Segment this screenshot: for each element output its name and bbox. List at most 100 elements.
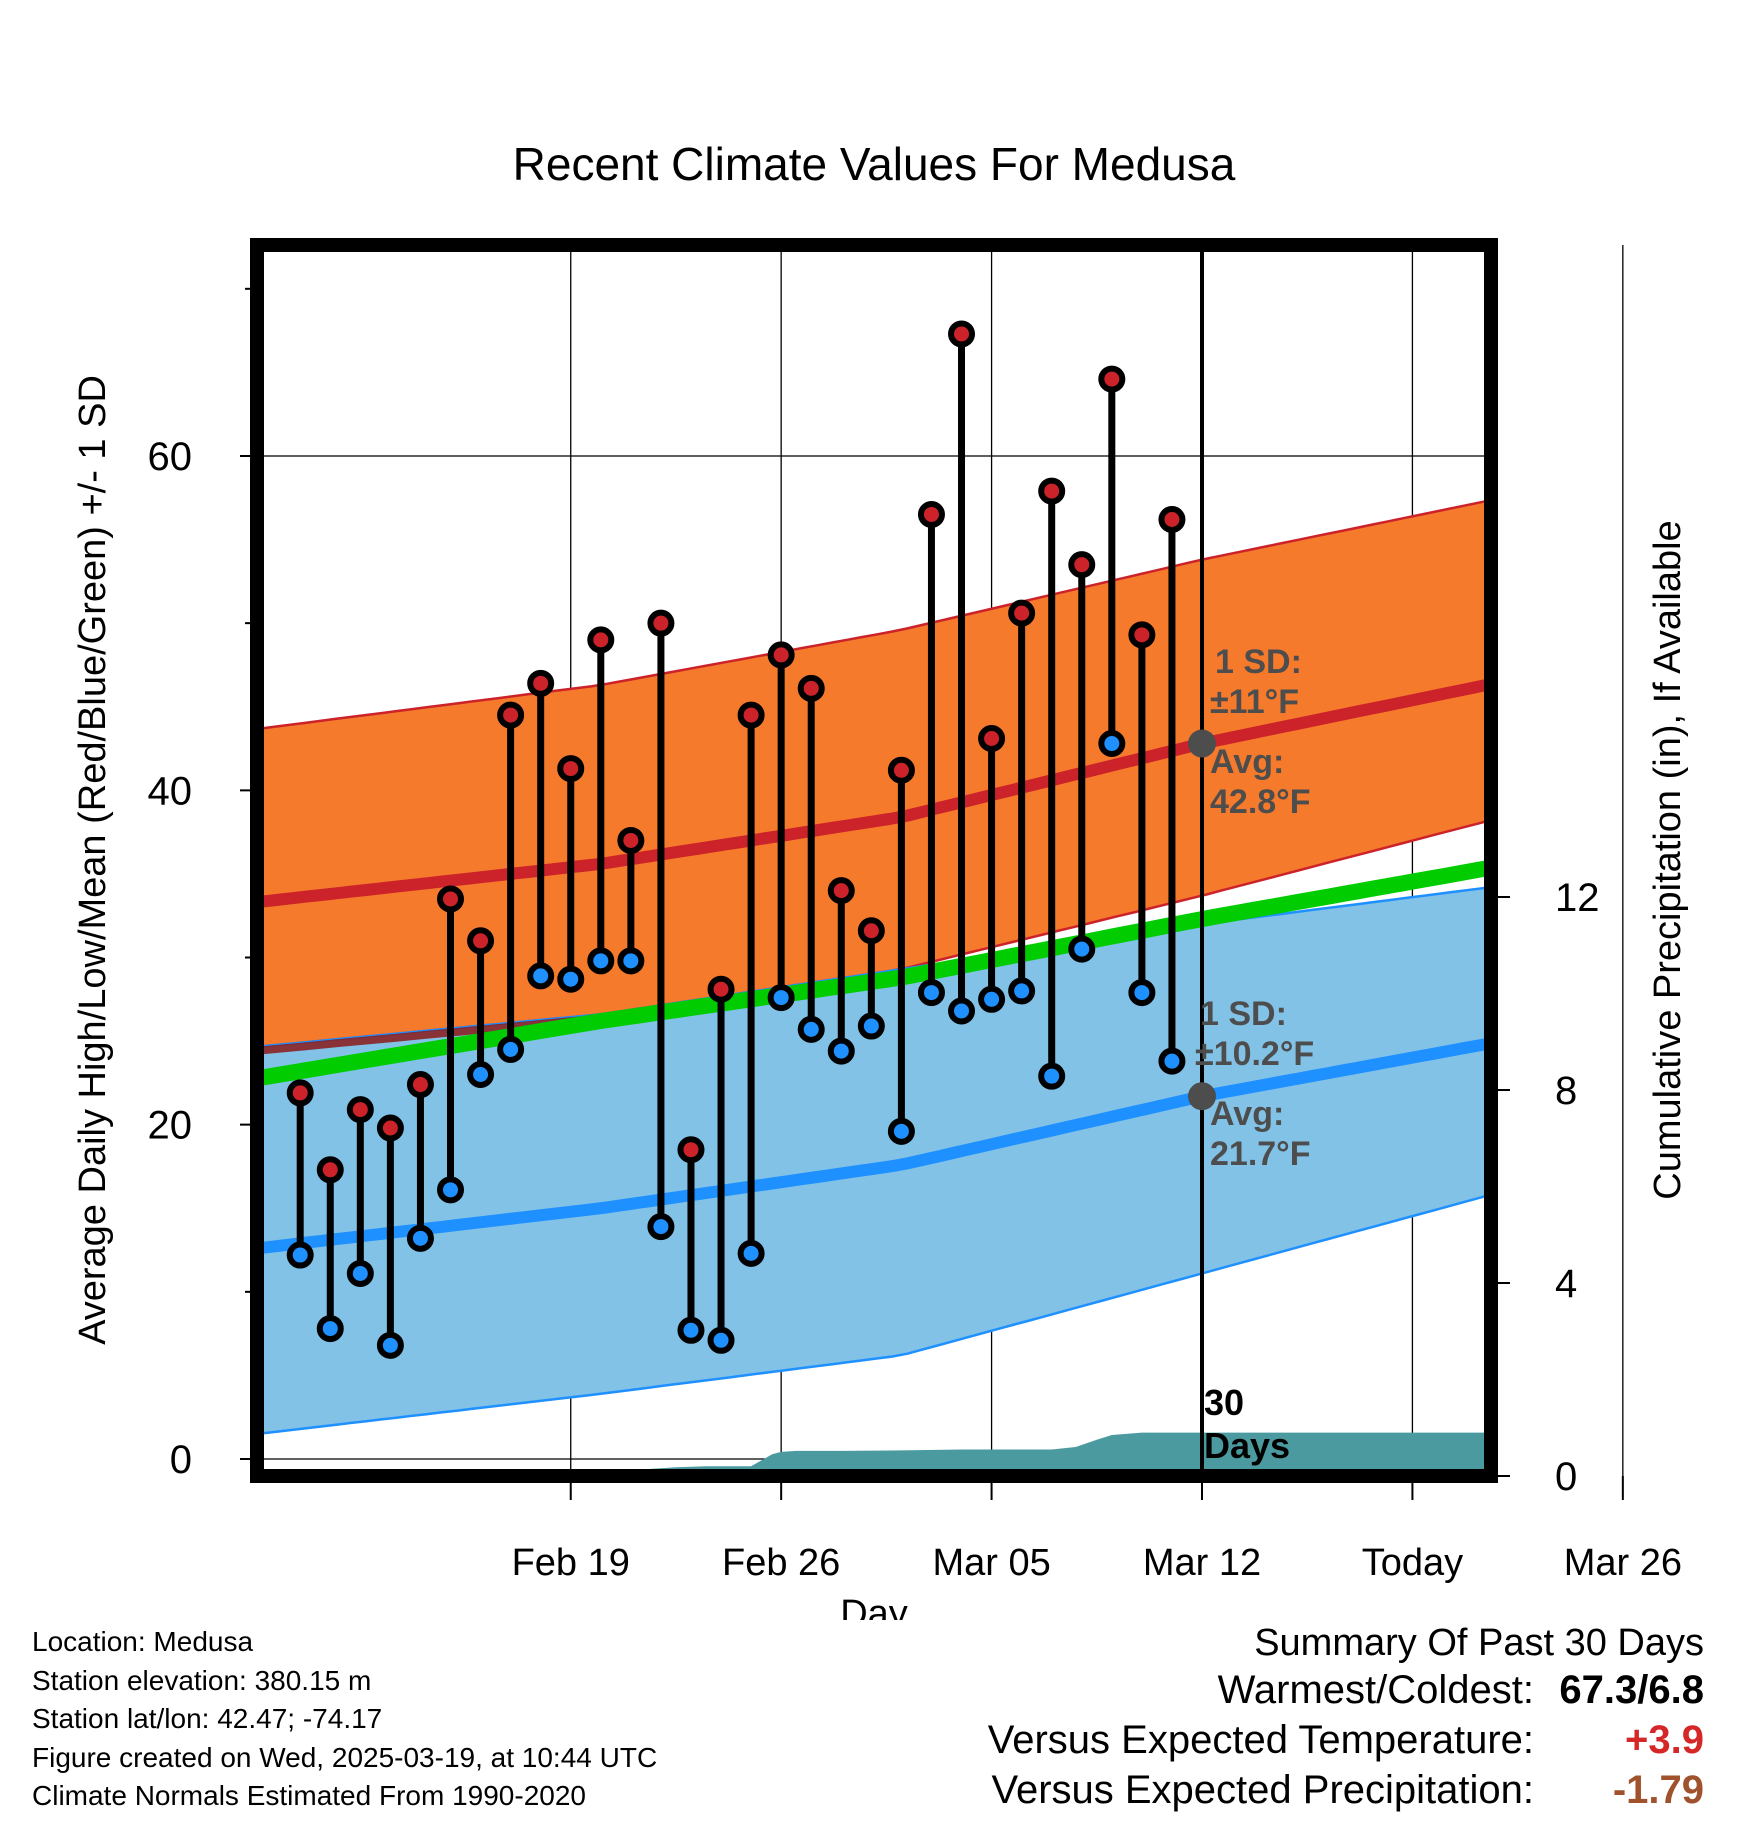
high-temp-marker xyxy=(978,724,1006,752)
high-temp-marker xyxy=(827,877,855,905)
low-temp-marker xyxy=(497,1035,525,1063)
days-label-word: Days xyxy=(1204,1425,1290,1466)
y2-tick-label: 4 xyxy=(1555,1262,1577,1306)
today-high-avg-marker xyxy=(1188,729,1216,758)
y-tick-label: 20 xyxy=(148,1104,193,1148)
high-temp-marker xyxy=(1128,621,1156,649)
precip-fill xyxy=(300,1432,1491,1476)
plot-frame xyxy=(250,238,1498,1483)
chart-title: Recent Climate Values For Medusa xyxy=(513,138,1236,190)
normals-text: Climate Normals Estimated From 1990-2020 xyxy=(32,1780,586,1811)
low-temp-marker xyxy=(437,1176,464,1204)
today-low-avg-marker xyxy=(1188,1082,1216,1111)
high-temp-marker xyxy=(437,885,464,913)
low-temp-marker xyxy=(467,1061,495,1089)
low-temp-marker xyxy=(1128,979,1156,1007)
high-avg-label: Avg: xyxy=(1210,743,1284,781)
high-temp-marker xyxy=(948,320,976,348)
y2-tick-label: 8 xyxy=(1555,1069,1577,1113)
high-temp-marker xyxy=(467,927,495,955)
high-temp-marker xyxy=(316,1156,344,1184)
low-temp-marker xyxy=(376,1331,404,1359)
observed-values xyxy=(286,320,1216,1359)
high-band-upper-edge xyxy=(257,498,1491,731)
low-temp-marker xyxy=(737,1239,765,1267)
low-temp-marker xyxy=(948,997,976,1025)
y-tick-label: 0 xyxy=(170,1438,192,1482)
low-temp-marker xyxy=(527,962,555,990)
high-temp-marker xyxy=(857,917,885,945)
low-avg-value: 21.7°F xyxy=(1210,1135,1311,1173)
high-avg-value: 42.8°F xyxy=(1210,783,1311,821)
high-temp-marker xyxy=(767,641,795,669)
high-sd-value: ±11°F xyxy=(1210,683,1299,721)
y2-axis-label: Cumulative Precipitation (in), If Availa… xyxy=(1647,520,1689,1199)
low-temp-marker xyxy=(917,979,945,1007)
low-temp-marker xyxy=(767,984,795,1012)
high-temp-marker xyxy=(1098,365,1126,393)
low-temp-marker xyxy=(827,1037,855,1065)
low-temp-marker xyxy=(797,1015,825,1043)
low-temp-marker xyxy=(587,947,615,975)
y2-tick-label: 12 xyxy=(1555,876,1600,920)
high-temp-marker xyxy=(707,975,735,1003)
low-temp-marker xyxy=(557,965,585,993)
low-temp-marker xyxy=(316,1315,344,1343)
low-temp-marker xyxy=(1158,1047,1186,1075)
low-temp-marker xyxy=(887,1117,915,1145)
climate-chart: Recent Climate Values For Medusa 1 SD: ±… xyxy=(72,138,1689,1620)
high-temp-marker xyxy=(286,1079,314,1107)
high-temp-marker xyxy=(376,1114,404,1142)
low-sd-label: 1 SD: xyxy=(1200,995,1287,1033)
precip-vs-expected-label: Versus Expected Precipitation: xyxy=(991,1768,1534,1812)
days-label-number: 30 xyxy=(1204,1382,1244,1423)
x-tick-label: Feb 26 xyxy=(722,1542,840,1584)
elevation-text: Station elevation: 380.15 m xyxy=(32,1664,372,1696)
low-temp-marker xyxy=(617,947,645,975)
low-temp-marker xyxy=(406,1224,434,1252)
y-axis-label: Average Daily High/Low/Mean (Red/Blue/Gr… xyxy=(72,375,114,1345)
low-temp-marker xyxy=(1008,977,1036,1005)
warmest-value: 67.3/6.8 xyxy=(1559,1668,1704,1712)
low-temp-marker xyxy=(857,1012,885,1040)
normal-low-line xyxy=(257,1037,1491,1255)
temp-vs-expected-label: Versus Expected Temperature: xyxy=(987,1718,1534,1762)
low-temp-marker xyxy=(1068,935,1096,963)
location-text: Location: Medusa xyxy=(32,1626,254,1657)
y-tick-label: 60 xyxy=(148,435,193,479)
annotations: 1 SD: ±11°F Avg: 42.8°F 1 SD: ±10.2°F Av… xyxy=(1195,643,1314,1466)
x-tick-label: Mar 12 xyxy=(1143,1542,1261,1584)
low-temp-marker xyxy=(1038,1062,1066,1090)
high-temp-marker xyxy=(406,1071,434,1099)
high-temp-marker xyxy=(737,701,765,729)
normal-mean-line xyxy=(257,859,1491,1087)
precipitation-area xyxy=(300,1432,1491,1476)
low-temp-marker xyxy=(346,1259,374,1287)
precip-vs-expected-value: -1.79 xyxy=(1612,1768,1704,1812)
low-temp-marker xyxy=(707,1326,735,1354)
high-temp-marker xyxy=(677,1136,705,1164)
x-tick-label: Today xyxy=(1362,1542,1463,1584)
high-temp-marker xyxy=(1068,551,1096,579)
x-tick-label: Feb 19 xyxy=(512,1542,630,1584)
high-temp-marker xyxy=(497,701,525,729)
high-temp-marker xyxy=(527,669,555,697)
low-temp-marker xyxy=(978,985,1006,1013)
high-temp-marker xyxy=(1158,506,1186,534)
summary-title: Summary Of Past 30 Days xyxy=(1254,1622,1704,1664)
low-temp-marker xyxy=(286,1241,314,1269)
high-temp-marker xyxy=(1038,477,1066,505)
low-temp-marker xyxy=(647,1213,675,1241)
low-temp-marker xyxy=(677,1316,705,1344)
low-temp-marker xyxy=(1098,730,1126,758)
x-tick-label: Mar 05 xyxy=(932,1542,1050,1584)
low-band-lower-edge xyxy=(257,1193,1491,1436)
low-sd-value: ±10.2°F xyxy=(1195,1035,1314,1073)
normal-bands xyxy=(257,498,1491,1436)
low-avg-label: Avg: xyxy=(1210,1095,1284,1133)
high-temp-marker xyxy=(617,826,645,854)
high-temp-marker xyxy=(1008,599,1036,627)
y2-tick-label: 0 xyxy=(1555,1455,1577,1499)
band-overlap xyxy=(257,993,743,1055)
latlon-text: Station lat/lon: 42.47; -74.17 xyxy=(32,1703,383,1734)
